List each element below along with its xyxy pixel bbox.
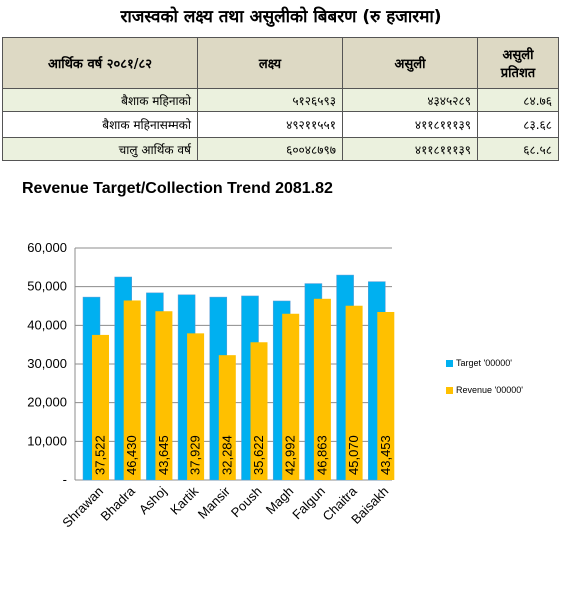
table-header-collection: असुली (342, 37, 478, 89)
table-row: बैशाक महिनाको ५१२६५९३ ४३४५२८९ ८४.७६ (2, 88, 559, 112)
category-label: Ashoj (136, 483, 170, 517)
revenue-bar (155, 311, 173, 480)
revenue-bar (92, 334, 109, 480)
data-label: 43,645 (156, 435, 171, 475)
revenue-bar (282, 313, 300, 480)
table-header-row: आर्थिक वर्ष २०८१/८२ लक्ष्य असुली असुली प… (2, 37, 559, 89)
row-label: बैशाक महिनाको (2, 88, 198, 112)
collection-cell: ४३४५२८९ (342, 88, 478, 112)
y-tick-label: 20,000 (27, 395, 67, 410)
y-tick-label: 30,000 (27, 356, 67, 371)
category-label: Poush (228, 484, 265, 521)
legend-item-target: Target '00000' (446, 358, 512, 368)
y-tick-label: 60,000 (27, 240, 67, 255)
row-label: चालु आर्थिक वर्ष (2, 137, 198, 161)
y-tick-label: 10,000 (27, 433, 67, 448)
table-row: चालु आर्थिक वर्ष ६००४८७९७ ४११८१११३९ ६८.५… (2, 137, 559, 161)
target-cell: ४९२११५५१ (197, 111, 343, 138)
revenue-bar (187, 333, 205, 480)
chart-title: Revenue Target/Collection Trend 2081.82 (22, 180, 333, 197)
legend-label-revenue: Revenue '00000' (456, 385, 523, 395)
revenue-summary-table: आर्थिक वर्ष २०८१/८२ लक्ष्य असुली असुली प… (2, 37, 559, 161)
y-tick-label: 50,000 (27, 279, 67, 294)
data-label: 42,992 (283, 435, 298, 475)
y-tick-label: 40,000 (27, 317, 67, 332)
data-label: 37,522 (93, 435, 108, 475)
category-label: Shrawan (59, 484, 106, 531)
page-title: राजस्वको लक्ष्य तथा असुलीको बिबरण (रु हज… (120, 7, 442, 27)
data-label: 37,929 (188, 435, 203, 475)
data-label: 35,622 (251, 435, 266, 475)
data-label: 46,430 (124, 435, 139, 475)
row-label: बैशाक महिनासम्मको (2, 111, 198, 138)
revenue-bar (250, 342, 268, 480)
legend-label-target: Target '00000' (456, 358, 512, 368)
data-label: 43,453 (378, 435, 393, 475)
table-header-collection-percent: असुली प्रतिशत (477, 37, 559, 89)
revenue-bar (377, 311, 395, 480)
data-label: 46,863 (314, 435, 329, 475)
data-label: 32,284 (219, 435, 234, 475)
data-label: 45,070 (346, 435, 361, 475)
revenue-bar (123, 300, 141, 480)
target-cell: ६००४८७९७ (197, 137, 343, 161)
category-label: Mansir (195, 483, 234, 522)
revenue-bar (345, 305, 363, 480)
legend-item-revenue: Revenue '00000' (446, 385, 523, 395)
category-label: Bhadra (98, 483, 139, 524)
legend-swatch-target (446, 360, 453, 368)
legend-swatch-revenue (446, 387, 453, 395)
percent-cell: ६८.५८ (477, 137, 559, 161)
table-header-target: लक्ष्य (197, 37, 343, 89)
revenue-bar (218, 355, 236, 480)
y-tick-label: - (63, 472, 67, 487)
percent-cell: ८३.६८ (477, 111, 559, 138)
table-row: बैशाक महिनासम्मको ४९२११५५१ ४११८१११३९ ८३.… (2, 111, 559, 138)
revenue-bar (313, 298, 331, 480)
